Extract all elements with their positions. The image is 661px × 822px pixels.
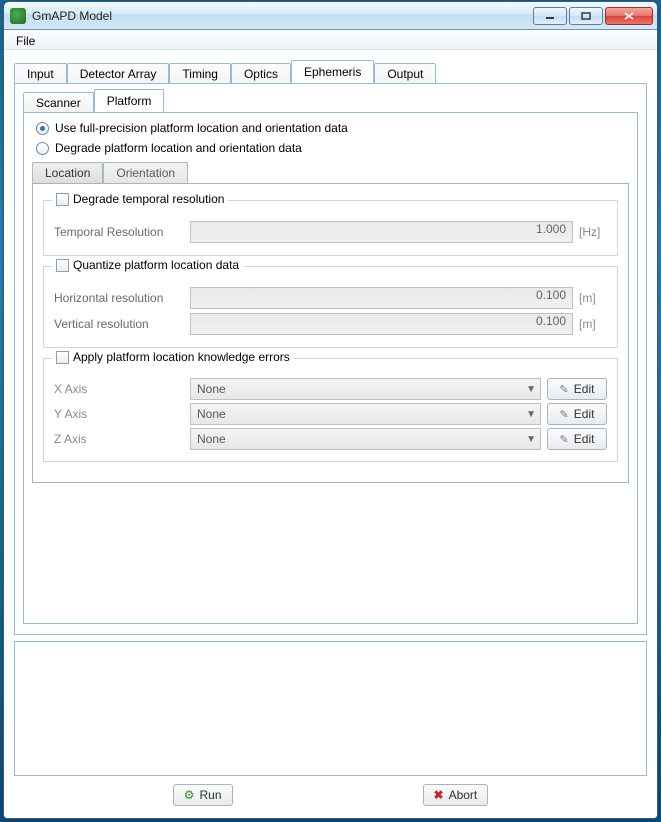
innertab-location[interactable]: Location (32, 162, 103, 183)
group-quantize-label: Quantize platform location data (73, 258, 239, 272)
close-button[interactable] (605, 7, 653, 25)
edit-z-axis-label: Edit (574, 432, 595, 446)
checkbox-degrade-temporal[interactable] (56, 193, 69, 206)
label-temporal-resolution: Temporal Resolution (54, 225, 184, 239)
input-temporal-resolution[interactable]: 1.000 (190, 221, 573, 243)
label-y-axis: Y Axis (54, 407, 184, 421)
run-button-label: Run (200, 788, 222, 802)
menubar: File (4, 30, 657, 50)
window-buttons (533, 7, 653, 25)
combo-y-axis[interactable]: None ▼ (190, 403, 541, 425)
row-temporal-resolution: Temporal Resolution 1.000 [Hz] (54, 221, 607, 243)
titlebar[interactable]: GmAPD Model (4, 2, 657, 30)
edit-x-axis-label: Edit (574, 382, 595, 396)
tab-output[interactable]: Output (374, 63, 436, 84)
tab-detector-array[interactable]: Detector Array (67, 63, 170, 84)
combo-z-axis-value: None (197, 432, 226, 446)
unit-horizontal-resolution: [m] (579, 291, 607, 305)
x-icon: ✖ (434, 788, 444, 802)
label-vertical-resolution: Vertical resolution (54, 317, 184, 331)
innertab-orientation[interactable]: Orientation (103, 162, 188, 183)
label-horizontal-resolution: Horizontal resolution (54, 291, 184, 305)
log-panel (14, 641, 647, 776)
pencil-icon: ✎ (560, 433, 569, 446)
group-quantize: Quantize platform location data Horizont… (43, 266, 618, 348)
group-temporal: Degrade temporal resolution Temporal Res… (43, 200, 618, 256)
edit-z-axis-button[interactable]: ✎ Edit (547, 428, 607, 450)
combo-x-axis[interactable]: None ▼ (190, 378, 541, 400)
row-y-axis: Y Axis None ▼ ✎ Edit (54, 403, 607, 425)
platform-panel: Use full-precision platform location and… (23, 112, 638, 624)
unit-vertical-resolution: [m] (579, 317, 607, 331)
tab-ephemeris[interactable]: Ephemeris (291, 60, 374, 83)
main-tabstrip: Input Detector Array Timing Optics Ephem… (14, 60, 647, 83)
menu-file[interactable]: File (10, 32, 41, 50)
row-horizontal-resolution: Horizontal resolution 0.100 [m] (54, 287, 607, 309)
maximize-icon (581, 12, 591, 20)
input-horizontal-resolution[interactable]: 0.100 (190, 287, 573, 309)
radio-degrade[interactable] (36, 142, 49, 155)
row-x-axis: X Axis None ▼ ✎ Edit (54, 378, 607, 400)
row-vertical-resolution: Vertical resolution 0.100 [m] (54, 313, 607, 335)
group-errors-label: Apply platform location knowledge errors (73, 350, 290, 364)
radio-degrade-row[interactable]: Degrade platform location and orientatio… (36, 141, 629, 155)
pencil-icon: ✎ (560, 408, 569, 421)
group-temporal-label: Degrade temporal resolution (73, 192, 224, 206)
edit-y-axis-button[interactable]: ✎ Edit (547, 403, 607, 425)
minimize-button[interactable] (533, 7, 567, 25)
main-tabcontainer: Input Detector Array Timing Optics Ephem… (14, 60, 647, 635)
radio-degrade-label: Degrade platform location and orientatio… (55, 141, 302, 155)
combo-x-axis-value: None (197, 382, 226, 396)
close-icon (624, 12, 634, 20)
edit-y-axis-label: Edit (574, 407, 595, 421)
app-icon (10, 8, 26, 24)
minimize-icon (545, 12, 555, 20)
group-temporal-legend: Degrade temporal resolution (52, 192, 228, 206)
group-errors-legend: Apply platform location knowledge errors (52, 350, 294, 364)
gear-icon: ⚙ (184, 788, 195, 802)
label-x-axis: X Axis (54, 382, 184, 396)
tab-optics[interactable]: Optics (231, 63, 291, 84)
tab-input[interactable]: Input (14, 63, 67, 84)
checkbox-apply-errors[interactable] (56, 351, 69, 364)
radio-full-precision-label: Use full-precision platform location and… (55, 121, 348, 135)
main-panel: Scanner Platform Use full-precision plat… (14, 83, 647, 635)
radio-full-precision-row[interactable]: Use full-precision platform location and… (36, 121, 629, 135)
inner-tabstrip: Location Orientation (32, 161, 629, 183)
checkbox-quantize[interactable] (56, 259, 69, 272)
abort-button[interactable]: ✖ Abort (423, 784, 489, 806)
group-quantize-legend: Quantize platform location data (52, 258, 243, 272)
radio-full-precision[interactable] (36, 122, 49, 135)
app-window: GmAPD Model File Input Detector Array Ti… (3, 1, 658, 819)
label-z-axis: Z Axis (54, 432, 184, 446)
subtab-platform[interactable]: Platform (94, 89, 165, 112)
combo-y-axis-value: None (197, 407, 226, 421)
window-title: GmAPD Model (32, 9, 533, 23)
subtab-scanner[interactable]: Scanner (23, 92, 94, 113)
maximize-button[interactable] (569, 7, 603, 25)
pencil-icon: ✎ (560, 383, 569, 396)
chevron-down-icon: ▼ (526, 384, 536, 395)
input-vertical-resolution[interactable]: 0.100 (190, 313, 573, 335)
client-area: Input Detector Array Timing Optics Ephem… (4, 50, 657, 818)
chevron-down-icon: ▼ (526, 409, 536, 420)
combo-z-axis[interactable]: None ▼ (190, 428, 541, 450)
edit-x-axis-button[interactable]: ✎ Edit (547, 378, 607, 400)
bottombar: ⚙ Run ✖ Abort (14, 782, 647, 810)
unit-temporal-resolution: [Hz] (579, 225, 607, 239)
tab-timing[interactable]: Timing (169, 63, 231, 84)
row-z-axis: Z Axis None ▼ ✎ Edit (54, 428, 607, 450)
group-errors: Apply platform location knowledge errors… (43, 358, 618, 462)
run-button[interactable]: ⚙ Run (173, 784, 233, 806)
sub-tabstrip: Scanner Platform (23, 90, 638, 112)
abort-button-label: Abort (449, 788, 478, 802)
location-panel: Degrade temporal resolution Temporal Res… (32, 183, 629, 483)
chevron-down-icon: ▼ (526, 434, 536, 445)
